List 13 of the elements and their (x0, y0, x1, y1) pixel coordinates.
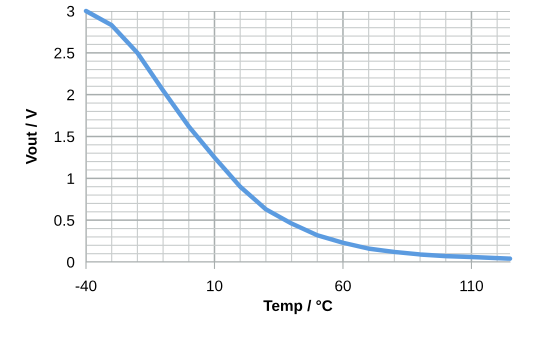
y-tick-label: 1.5 (54, 132, 74, 142)
y-tick-label: 1 (68, 173, 74, 184)
x-tick-label: 10 (207, 280, 222, 292)
y-tick-label: 2 (67, 90, 74, 100)
x-tick-label: 110 (460, 280, 484, 292)
y-tick-label: 2.5 (54, 48, 74, 59)
y-tick-label: 3 (66, 6, 74, 17)
x-tick-label: 60 (335, 280, 351, 292)
y-tick-label: 0 (66, 256, 74, 268)
y-tick-label: 0.5 (54, 215, 74, 226)
x-tick-label: -40 (76, 280, 96, 292)
y-axis-title: Vout / V (26, 108, 37, 164)
x-axis-title: Temp / °C (263, 300, 332, 314)
